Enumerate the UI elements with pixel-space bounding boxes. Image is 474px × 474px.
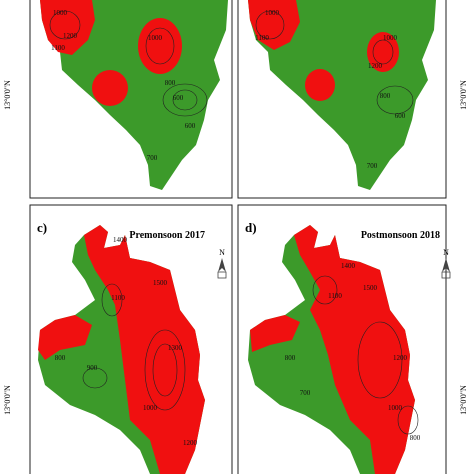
latitude-label: 13°0'0"N bbox=[459, 385, 468, 415]
contour bbox=[145, 27, 175, 65]
high-zone bbox=[138, 18, 182, 74]
contour-label: 1000 bbox=[53, 9, 68, 17]
contour-label: 1400 bbox=[113, 236, 128, 244]
contour-label: 800 bbox=[165, 79, 176, 87]
panel-title: Premonsoon 2017 bbox=[129, 230, 205, 241]
arrow-base bbox=[217, 271, 227, 279]
contour-label: 1000 bbox=[143, 404, 158, 412]
contour bbox=[372, 39, 394, 65]
north-label: N bbox=[443, 248, 449, 257]
contour-label: 1200 bbox=[393, 354, 408, 362]
contour-label: 1500 bbox=[363, 284, 378, 292]
contour-label: 1100 bbox=[51, 44, 65, 52]
north-label: N bbox=[219, 248, 225, 257]
contour bbox=[255, 10, 285, 40]
arrow bbox=[442, 258, 450, 272]
high-zone bbox=[38, 315, 92, 360]
panel-frame bbox=[29, 204, 233, 474]
contour-label: 900 bbox=[87, 364, 98, 372]
high-zone bbox=[84, 225, 205, 474]
panel-frame bbox=[237, 0, 447, 199]
contour-label: 1000 bbox=[265, 9, 280, 17]
contour-label: 1100 bbox=[255, 34, 269, 42]
high-zone bbox=[367, 32, 399, 72]
contour-label: 1000 bbox=[388, 404, 403, 412]
high-zone bbox=[248, 0, 300, 50]
contour-label: 1500 bbox=[153, 279, 168, 287]
contour bbox=[49, 10, 81, 40]
contour bbox=[397, 405, 419, 435]
latitude-label: 13°0'0"N bbox=[3, 80, 12, 110]
contour-label: 700 bbox=[367, 162, 378, 170]
latitude-label: 13°0'0"N bbox=[3, 385, 12, 415]
panel-frame bbox=[237, 204, 447, 474]
arrow-base bbox=[441, 271, 451, 279]
north-arrow bbox=[441, 258, 451, 279]
panel-a bbox=[29, 0, 233, 199]
panel-label: c) bbox=[37, 220, 47, 235]
contour bbox=[101, 283, 123, 317]
panel-d bbox=[237, 204, 447, 474]
contour-label: 800 bbox=[410, 434, 421, 442]
contour bbox=[144, 329, 186, 411]
high-zone bbox=[250, 315, 300, 352]
latitude-label: 13°0'0"N bbox=[459, 80, 468, 110]
contour-label: 1200 bbox=[368, 62, 383, 70]
contour-label: 700 bbox=[147, 154, 158, 162]
panel-b bbox=[237, 0, 447, 199]
contour-label: 1100 bbox=[111, 294, 125, 302]
contour-label: 1000 bbox=[383, 34, 398, 42]
contour bbox=[162, 83, 208, 117]
north-arrow bbox=[217, 258, 227, 279]
contour bbox=[172, 89, 198, 111]
contour-label: 600 bbox=[185, 122, 196, 130]
contour-label: 1000 bbox=[148, 34, 163, 42]
contour-label: 1200 bbox=[183, 439, 198, 447]
contour bbox=[312, 275, 338, 305]
contour bbox=[82, 367, 108, 389]
contour-label: 600 bbox=[173, 94, 184, 102]
arrow bbox=[218, 258, 226, 272]
high-zone bbox=[294, 225, 415, 474]
contour bbox=[152, 343, 178, 397]
contour bbox=[357, 321, 403, 399]
contour-label: 1400 bbox=[341, 262, 356, 270]
contour-label: 600 bbox=[395, 112, 406, 120]
contour-label: 800 bbox=[285, 354, 296, 362]
contour-label: 800 bbox=[55, 354, 66, 362]
panel-frame bbox=[29, 0, 233, 199]
panel-label: d) bbox=[245, 220, 257, 235]
labels: 1000 1200 1100 1000 800 600 600 700 13°0'0"N 1000… bbox=[3, 9, 468, 447]
contour-label: 1200 bbox=[63, 32, 78, 40]
contour-label: 1100 bbox=[328, 292, 342, 300]
high-zone bbox=[40, 0, 95, 55]
contour-label: 800 bbox=[380, 92, 391, 100]
high-zone bbox=[305, 69, 335, 101]
contour bbox=[376, 85, 414, 115]
contour-label: 700 bbox=[300, 389, 311, 397]
contour-label: 1300 bbox=[168, 344, 183, 352]
panel-title: Postmonsoon 2018 bbox=[361, 230, 440, 241]
panel-c bbox=[29, 204, 233, 474]
high-zone bbox=[92, 70, 128, 106]
